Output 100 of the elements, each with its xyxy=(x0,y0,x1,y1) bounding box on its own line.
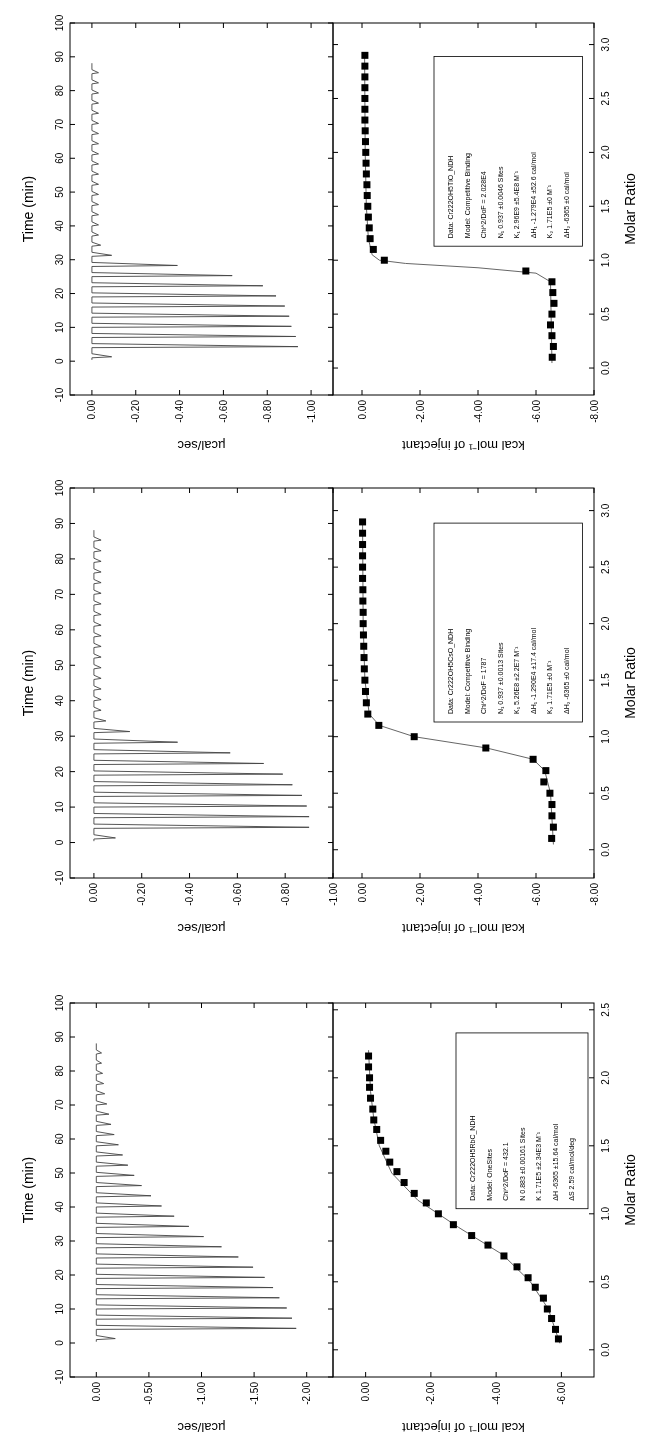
y-tick-label: 80 xyxy=(54,84,65,97)
x-tick-label: -1.00 xyxy=(305,399,317,423)
y-tick-label: -10 xyxy=(54,870,65,886)
y-tick-label: 1.0 xyxy=(600,729,612,744)
point xyxy=(359,608,367,616)
x-tick-label: -6.00 xyxy=(530,399,542,423)
point xyxy=(364,202,372,210)
y-tick-label: 2.0 xyxy=(600,616,612,631)
x-tick-label: -6.00 xyxy=(555,1381,567,1405)
y-tick-label: 70 xyxy=(54,118,65,131)
point xyxy=(410,733,418,741)
point xyxy=(550,299,558,307)
y-axis-title: Molar Ratio xyxy=(622,1154,638,1226)
y-tick-label: 70 xyxy=(54,1099,65,1111)
y-tick-label: 90 xyxy=(54,1031,65,1043)
point xyxy=(500,1252,508,1260)
point xyxy=(482,744,490,752)
point xyxy=(540,778,548,786)
y-tick-label: 0.5 xyxy=(600,1274,612,1289)
y-tick-label: 10 xyxy=(54,321,65,333)
point xyxy=(362,170,370,178)
point xyxy=(359,620,367,628)
point xyxy=(364,710,372,718)
x-tick-label: -2.00 xyxy=(301,1381,313,1405)
y-tick-label: 80 xyxy=(54,1065,65,1077)
y-tick-label: 2.0 xyxy=(600,1070,612,1085)
point xyxy=(410,1189,418,1197)
x-axis-title: µcal/sec xyxy=(177,920,226,936)
y-tick-label: 40 xyxy=(54,1201,65,1213)
y-tick-label: 70 xyxy=(54,588,65,600)
x-tick-label: 0.00 xyxy=(88,882,100,903)
point xyxy=(547,321,554,329)
point xyxy=(361,676,369,684)
x-tick-label: -2.00 xyxy=(414,399,426,423)
point xyxy=(361,51,369,59)
point xyxy=(543,1305,551,1313)
x-tick-label: -1.00 xyxy=(327,882,339,906)
x-tick-label: -0.40 xyxy=(174,399,186,423)
point xyxy=(548,834,556,842)
x-axis-title: kcal mol⁻¹ of injectant xyxy=(401,1419,525,1435)
x-tick-label: -0.80 xyxy=(279,882,291,906)
y-tick-label: 2.5 xyxy=(600,559,612,575)
x-tick-label: -1.50 xyxy=(248,1381,260,1405)
x-tick-label: -0.20 xyxy=(130,399,142,423)
point xyxy=(554,1335,562,1343)
y-tick-label: 10 xyxy=(54,801,65,813)
x-tick-label: -4.00 xyxy=(472,882,484,906)
point xyxy=(361,105,369,113)
y-axis-title: Time (min) xyxy=(20,649,36,717)
point xyxy=(359,574,367,582)
point xyxy=(361,687,369,695)
x-tick-label: 0.00 xyxy=(90,1381,102,1402)
y-tick-label: 100 xyxy=(54,994,65,1012)
y-tick-label: 50 xyxy=(54,186,65,198)
point xyxy=(548,278,556,286)
point xyxy=(359,518,367,526)
point xyxy=(484,1241,492,1249)
x-axis-title: kcal mol⁻¹ of injectant xyxy=(401,920,525,936)
x-tick-label: -2.00 xyxy=(425,1381,437,1405)
y-tick-label: 40 xyxy=(54,694,65,707)
y-tick-label: 60 xyxy=(54,152,65,164)
y-tick-label: 30 xyxy=(54,253,65,266)
x-axis-title: µcal/sec xyxy=(177,437,226,453)
point xyxy=(362,699,370,707)
x-tick-label: -6.00 xyxy=(530,882,542,906)
point xyxy=(400,1179,408,1187)
x-axis-title: kcal mol⁻¹ of injectant xyxy=(401,437,525,453)
y-tick-label: 1.0 xyxy=(600,1206,612,1221)
point xyxy=(548,801,556,809)
line-series xyxy=(91,63,299,360)
y-tick-label: 80 xyxy=(54,552,65,565)
point xyxy=(361,73,369,81)
x-tick-label: 0.00 xyxy=(356,399,368,420)
point xyxy=(366,1074,374,1082)
point xyxy=(362,159,370,167)
point xyxy=(362,148,370,156)
x-tick-label: -0.60 xyxy=(231,882,243,906)
point xyxy=(366,1083,374,1091)
y-tick-label: 0 xyxy=(54,839,65,846)
point xyxy=(522,267,530,275)
point xyxy=(549,342,557,350)
y-axis-title: Time (min) xyxy=(20,175,36,243)
point xyxy=(386,1158,394,1166)
y-tick-label: 90 xyxy=(54,517,65,530)
y-tick-label: 1.0 xyxy=(600,252,612,268)
y-tick-label: 3.0 xyxy=(600,37,612,52)
x-tick-label: -8.00 xyxy=(588,399,600,423)
y-tick-label: 1.5 xyxy=(600,198,612,214)
y-axis-title: Time (min) xyxy=(20,1156,36,1224)
x-tick-label: 0.00 xyxy=(356,882,368,903)
y-tick-label: 0.0 xyxy=(600,1342,612,1357)
point xyxy=(513,1263,521,1271)
point xyxy=(370,1116,378,1124)
y-tick-label: 50 xyxy=(54,1167,65,1179)
point xyxy=(382,1147,390,1155)
y-tick-label: 0 xyxy=(54,357,65,364)
y-tick-label: 1.5 xyxy=(600,672,612,688)
point xyxy=(548,812,556,820)
point xyxy=(359,586,367,594)
y-tick-label: 2.5 xyxy=(600,91,612,106)
